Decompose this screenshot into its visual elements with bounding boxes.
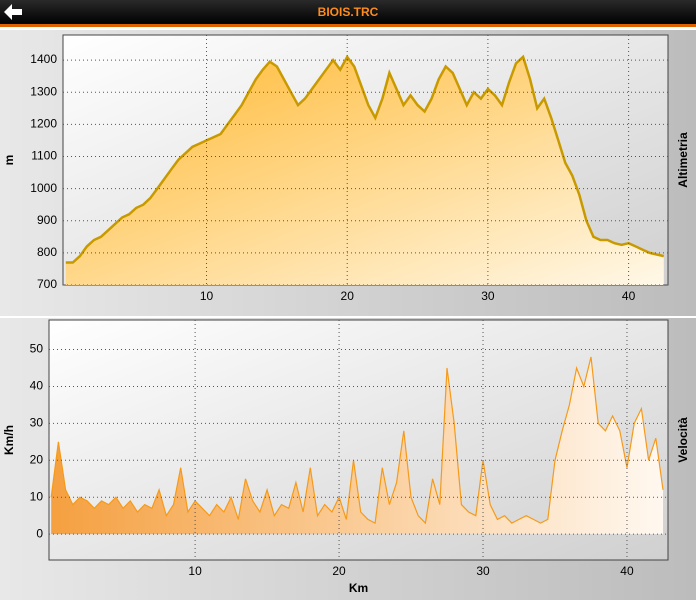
area xyxy=(65,56,664,286)
y-tick-label: 1300 xyxy=(30,84,57,98)
y-tick-label: 30 xyxy=(30,416,44,430)
charts: 700 800 900 1000 1100 1200 1300 1400 10 20 30 40 m Al… xyxy=(0,30,696,600)
y-tick-label: 1400 xyxy=(30,52,57,66)
y-tick-label: 50 xyxy=(30,342,44,356)
chart-name: Altimetria xyxy=(676,132,690,188)
line xyxy=(65,54,665,264)
y-axis-label: Km/h xyxy=(2,425,16,455)
y-tick-label: 700 xyxy=(37,277,57,291)
y-tick-label: 800 xyxy=(37,245,57,259)
x-tick-label: 40 xyxy=(622,289,636,303)
x-tick-label: 30 xyxy=(476,564,490,578)
y-axis-label: m xyxy=(2,155,16,166)
title-bar xyxy=(0,0,696,24)
title-bar-accent xyxy=(0,24,696,27)
y-tick-label: 20 xyxy=(30,452,44,466)
x-tick-label: 40 xyxy=(620,564,634,578)
y-tick-label: 10 xyxy=(30,489,44,503)
x-axis-label: Km xyxy=(349,581,368,595)
y-tick-label: 900 xyxy=(37,213,57,227)
x-tick-label: 30 xyxy=(481,289,495,303)
y-tick-label: 1100 xyxy=(31,149,57,163)
x-tick-label: 20 xyxy=(332,564,346,578)
file-title: BIOIS.TRC xyxy=(318,5,379,19)
y-tick-label: 1000 xyxy=(30,181,57,195)
x-tick-label: 10 xyxy=(200,289,214,303)
line xyxy=(50,356,664,525)
back-button[interactable] xyxy=(4,4,22,20)
y-tick-label: 40 xyxy=(30,379,44,393)
y-tick-label: 0 xyxy=(36,526,43,540)
area xyxy=(51,356,663,535)
x-tick-label: 20 xyxy=(341,289,355,303)
chart-name: Velocità xyxy=(676,417,690,463)
y-tick-label: 1200 xyxy=(30,117,57,131)
x-tick-label: 10 xyxy=(188,564,202,578)
